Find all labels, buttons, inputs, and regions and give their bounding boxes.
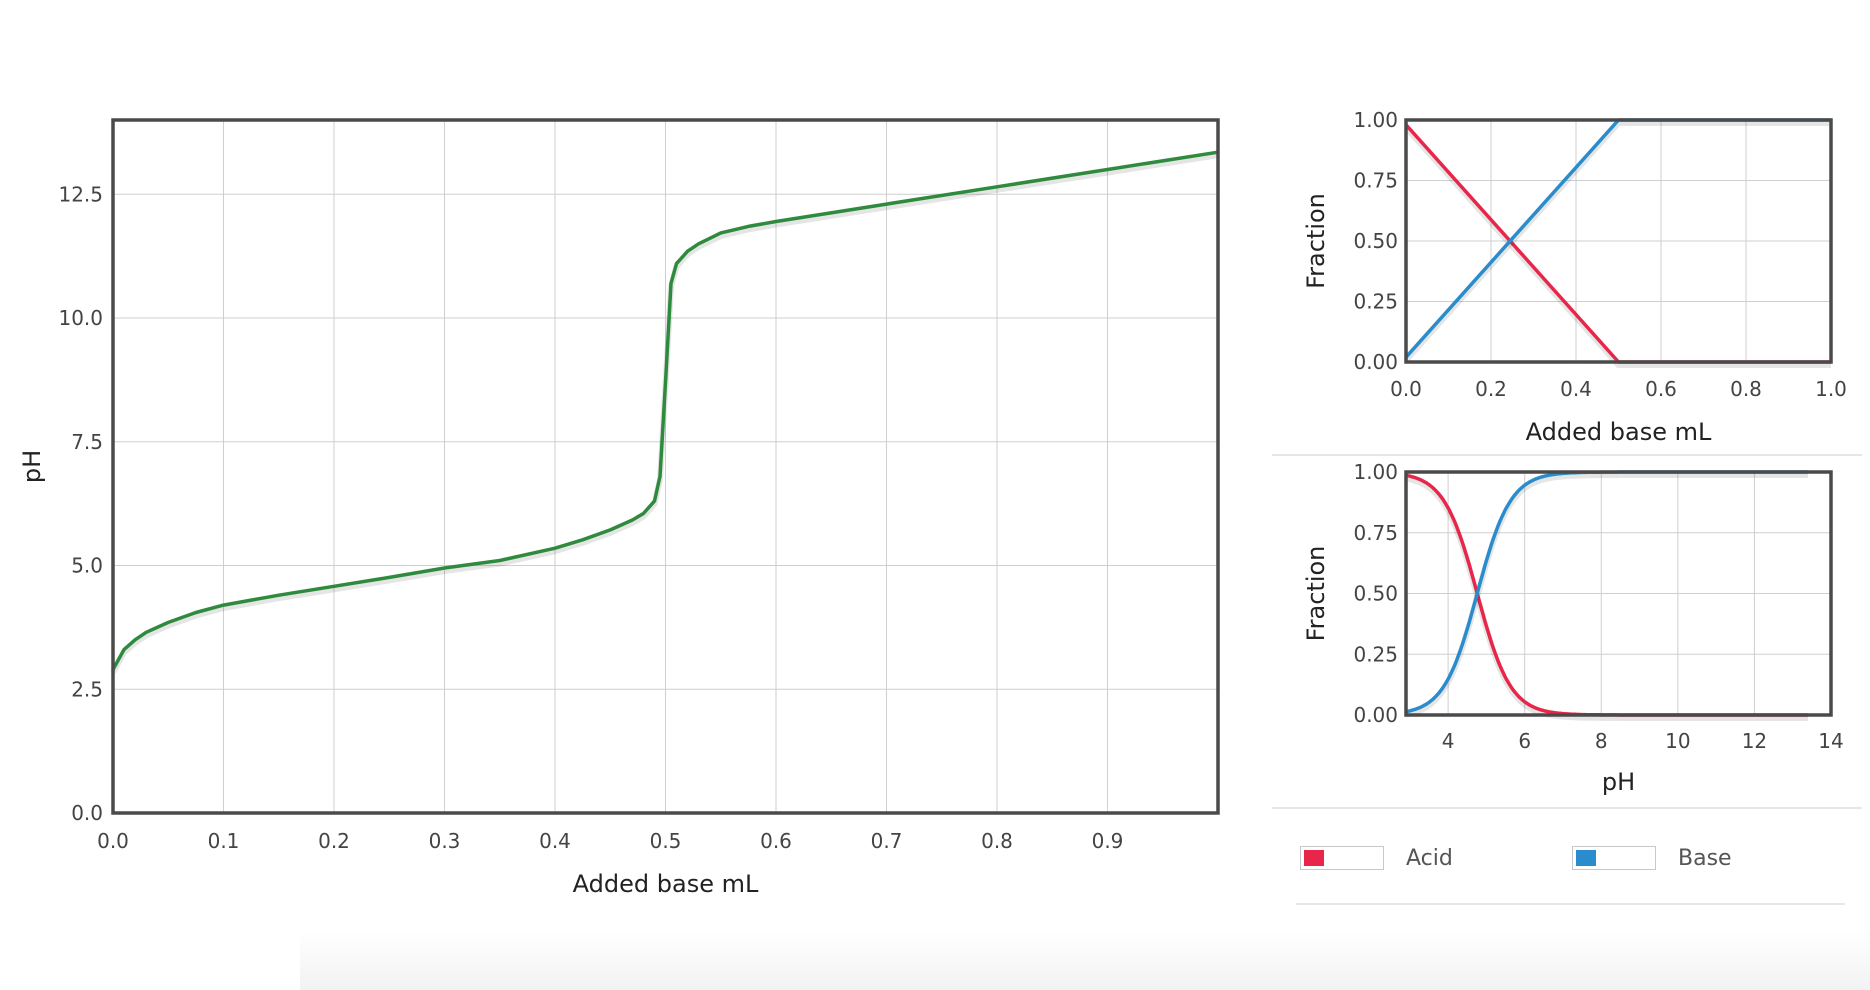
series-shadow-base: [1403, 120, 1831, 363]
legend-swatch-base[interactable]: [1572, 846, 1656, 870]
legend-item-acid[interactable]: Acid: [1300, 838, 1453, 878]
series-line-base: [1404, 118, 1831, 359]
x-axis-label: pH: [1602, 768, 1635, 796]
y-axis-label: Fraction: [1302, 546, 1330, 642]
x-tick-label: 6: [1518, 729, 1531, 753]
x-tick-label: 0.4: [539, 829, 571, 853]
x-tick-label: 0.0: [1390, 377, 1422, 401]
x-tick-label: 0.0: [97, 829, 129, 853]
x-tick-label: 0.4: [1560, 377, 1592, 401]
fraction-vs-volume-chart: 0.0 0.2 0.4 0.6 0.8 1.0 0.00 0.25 0.50 0.75 1.00 Ad…: [1302, 108, 1847, 446]
plot-frame: [111, 118, 1220, 815]
x-tick-label: 8: [1595, 729, 1608, 753]
x-tick-label: 0.7: [871, 829, 903, 853]
x-axis-label: Added base mL: [1526, 418, 1712, 446]
x-tick-label: 1.0: [1815, 377, 1847, 401]
y-tick-label: 0.75: [1353, 169, 1398, 193]
y-axis-label: pH: [18, 450, 46, 483]
titration-chart: 0.0 0.1 0.2 0.3 0.4 0.5 0.6 0.7 0.8 0.9 0.0 2.5 5.0 7…: [18, 118, 1220, 898]
y-tick-label: 2.5: [71, 677, 103, 701]
x-tick-label: 0.5: [650, 829, 682, 853]
plot-frame: [1404, 470, 1833, 717]
series-line-base: [1405, 470, 1809, 714]
y-tick-label: 7.5: [71, 430, 103, 454]
y-tick-label: 1.00: [1353, 108, 1398, 132]
series-line-titration: [111, 150, 1219, 671]
series-line-acid: [1404, 123, 1831, 364]
y-tick-label: 1.00: [1353, 460, 1398, 484]
x-tick-label: 12: [1742, 729, 1767, 753]
series-shadow-titration: [110, 152, 1219, 674]
x-tick-label: 0.8: [1730, 377, 1762, 401]
y-tick-label: 0.25: [1353, 642, 1398, 666]
y-tick-label: 0.50: [1353, 582, 1398, 606]
x-tick-label: 0.2: [318, 829, 350, 853]
y-tick-label: 0.00: [1353, 703, 1398, 727]
y-tick-label: 12.5: [58, 182, 103, 206]
legend-item-base[interactable]: Base: [1572, 838, 1732, 878]
y-tick-label: 0.00: [1353, 350, 1398, 374]
fraction-vs-ph-chart: 4 6 8 10 12 14 0.00 0.25 0.50 0.75 1.00 pH Fraction: [1302, 460, 1844, 796]
x-tick-label: 4: [1442, 729, 1455, 753]
x-tick-label: 0.8: [981, 829, 1013, 853]
y-tick-label: 5.0: [71, 554, 103, 578]
x-tick-label: 0.6: [760, 829, 792, 853]
x-tick-label: 0.9: [1092, 829, 1124, 853]
bottom-shade: [300, 930, 1870, 990]
series-shadow-base: [1405, 472, 1808, 718]
y-tick-label: 0.50: [1353, 229, 1398, 253]
x-tick-label: 0.1: [208, 829, 240, 853]
y-tick-label: 0.25: [1353, 290, 1398, 314]
plot-frame: [1404, 118, 1833, 364]
y-tick-label: 0.75: [1353, 521, 1398, 545]
legend-label-acid: Acid: [1406, 845, 1453, 871]
y-tick-label: 10.0: [58, 306, 103, 330]
x-tick-label: 14: [1818, 729, 1843, 753]
x-tick-label: 0.6: [1645, 377, 1677, 401]
y-tick-label: 0.0: [71, 801, 103, 825]
x-tick-label: 0.2: [1475, 377, 1507, 401]
y-axis-label: Fraction: [1302, 193, 1330, 289]
series-line-acid: [1405, 473, 1809, 717]
legend: Acid Base: [1300, 838, 1845, 878]
legend-label-base: Base: [1678, 845, 1732, 871]
x-axis-label: Added base mL: [573, 870, 759, 898]
legend-swatch-acid[interactable]: [1300, 846, 1384, 870]
x-tick-label: 0.3: [429, 829, 461, 853]
series-shadow-acid: [1405, 475, 1808, 721]
series-shadow-acid: [1403, 125, 1831, 368]
x-tick-label: 10: [1665, 729, 1690, 753]
